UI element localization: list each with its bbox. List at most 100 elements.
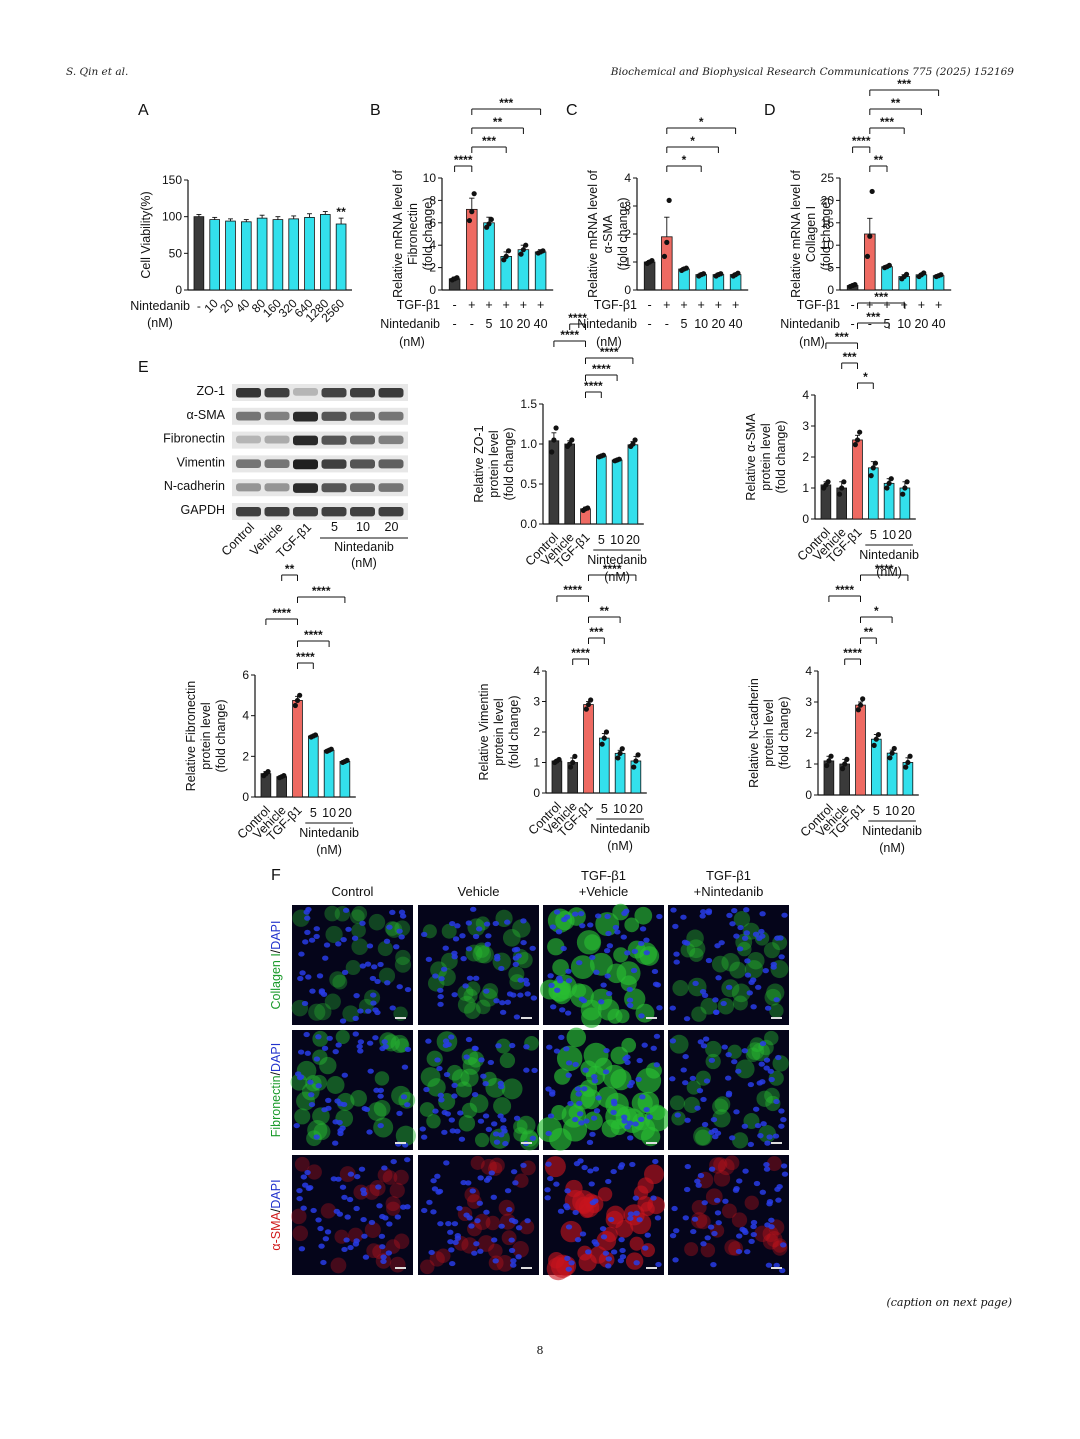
chart-a-ytick-label: 0 — [175, 283, 182, 297]
if-nucleus — [736, 1233, 743, 1239]
chart-e-ncad-data-point — [839, 766, 846, 772]
if-scale-bar — [771, 1267, 782, 1269]
if-stain-signal — [395, 1125, 416, 1146]
if-stain-signal — [513, 1119, 528, 1134]
if-nucleus — [603, 948, 611, 954]
if-image — [418, 1155, 539, 1275]
chart-e-asma-data-point — [888, 476, 894, 482]
if-nucleus — [565, 978, 573, 984]
if-nucleus — [553, 909, 561, 915]
chart-e-vim-data-point — [601, 735, 607, 741]
if-stain-signal — [717, 1158, 735, 1176]
if-nucleus — [487, 1059, 495, 1066]
chart-d-nintedanib-dose: 20 — [914, 317, 928, 331]
if-stain-signal — [769, 1003, 784, 1018]
chart-e-ncad-ytick-label: 1 — [805, 757, 812, 771]
if-nucleus — [322, 1236, 330, 1242]
if-nucleus — [565, 1060, 573, 1066]
if-nucleus — [770, 964, 777, 970]
if-nucleus — [572, 1061, 579, 1068]
if-nucleus — [578, 1120, 585, 1126]
if-nucleus — [293, 1122, 300, 1129]
if-nucleus — [643, 937, 650, 943]
chart-e-asma-x-label: 5 — [870, 528, 877, 542]
if-stain-signal — [351, 938, 369, 955]
chart-c-tgf-row-label: TGF-β1 — [594, 298, 637, 312]
blot-band — [236, 483, 261, 492]
if-nucleus — [428, 1249, 435, 1256]
if-nucleus — [603, 1047, 610, 1054]
if-nucleus — [297, 975, 304, 982]
if-nucleus — [651, 968, 659, 975]
chart-e-ncad-data-point — [887, 755, 893, 761]
if-nucleus — [576, 960, 583, 966]
if-nucleus — [531, 1067, 538, 1073]
if-nucleus — [591, 1078, 599, 1084]
if-nucleus — [483, 988, 490, 994]
if-stain-signal — [691, 1006, 707, 1022]
if-nucleus — [497, 1080, 504, 1086]
if-nucleus — [703, 1078, 711, 1084]
if-nucleus — [621, 1118, 628, 1124]
chart-e-asma-y-label: (fold change) — [774, 421, 788, 494]
if-nucleus — [456, 1205, 463, 1211]
if-nucleus — [725, 1052, 732, 1058]
if-nucleus — [692, 980, 699, 986]
if-stain-signal — [465, 981, 481, 996]
blot-band — [321, 507, 347, 517]
if-nucleus — [752, 1106, 760, 1112]
if-nucleus — [572, 1209, 579, 1216]
panel-label-F: F — [271, 867, 281, 884]
chart-b-sig-label: *** — [499, 96, 513, 110]
if-stain-signal — [461, 1048, 479, 1066]
if-nucleus — [741, 1123, 749, 1129]
chart-a-sig-label: ** — [336, 205, 346, 219]
if-nucleus — [600, 1234, 608, 1240]
if-nucleus — [565, 1072, 572, 1078]
if-nucleus — [499, 1009, 507, 1015]
if-nucleus — [317, 1225, 324, 1232]
if-nucleus — [610, 1249, 618, 1255]
if-nucleus — [758, 1061, 765, 1067]
panel-label-B: B — [370, 102, 381, 119]
if-stain-signal — [339, 1166, 356, 1183]
if-nucleus — [370, 992, 377, 998]
if-stain-signal — [549, 1128, 572, 1151]
if-nucleus — [610, 1098, 618, 1104]
chart-e-ncad-y-label: protein level — [762, 699, 776, 766]
if-nucleus — [610, 1109, 617, 1115]
if-nucleus — [759, 1040, 767, 1047]
chart-e-ncad-data-point — [889, 750, 895, 756]
if-nucleus — [513, 1014, 521, 1020]
chart-c-tgf-sign: - — [648, 298, 652, 312]
if-nucleus — [442, 945, 449, 951]
if-nucleus — [332, 1140, 339, 1146]
if-stain-signal — [548, 1252, 565, 1269]
if-nucleus — [366, 1040, 374, 1046]
if-stain-signal — [386, 1201, 401, 1216]
blot-band — [350, 388, 375, 398]
if-stain-signal — [374, 1071, 390, 1086]
if-nucleus — [654, 982, 662, 988]
if-stain-signal — [580, 1060, 597, 1078]
if-image-background — [668, 1155, 789, 1275]
if-stain-signal — [294, 1156, 310, 1172]
if-stain-signal — [420, 1259, 435, 1275]
chart-a-bar — [272, 219, 284, 291]
if-nucleus — [512, 955, 520, 961]
blot-band — [378, 507, 404, 517]
if-nucleus — [301, 1182, 309, 1188]
if-nucleus — [404, 1157, 411, 1163]
if-nucleus — [594, 913, 602, 919]
chart-e-ncad-data-point — [871, 742, 877, 749]
if-nucleus — [339, 1018, 347, 1024]
if-stain-signal — [292, 1225, 309, 1242]
if-stain-signal — [474, 942, 490, 958]
if-stain-signal — [457, 984, 474, 1001]
if-nucleus — [372, 1035, 379, 1041]
if-nucleus — [725, 984, 733, 990]
if-nucleus — [341, 1072, 349, 1078]
if-nucleus — [315, 1083, 322, 1089]
chart-b-data-point — [503, 253, 509, 259]
if-stain-signal — [763, 942, 780, 959]
